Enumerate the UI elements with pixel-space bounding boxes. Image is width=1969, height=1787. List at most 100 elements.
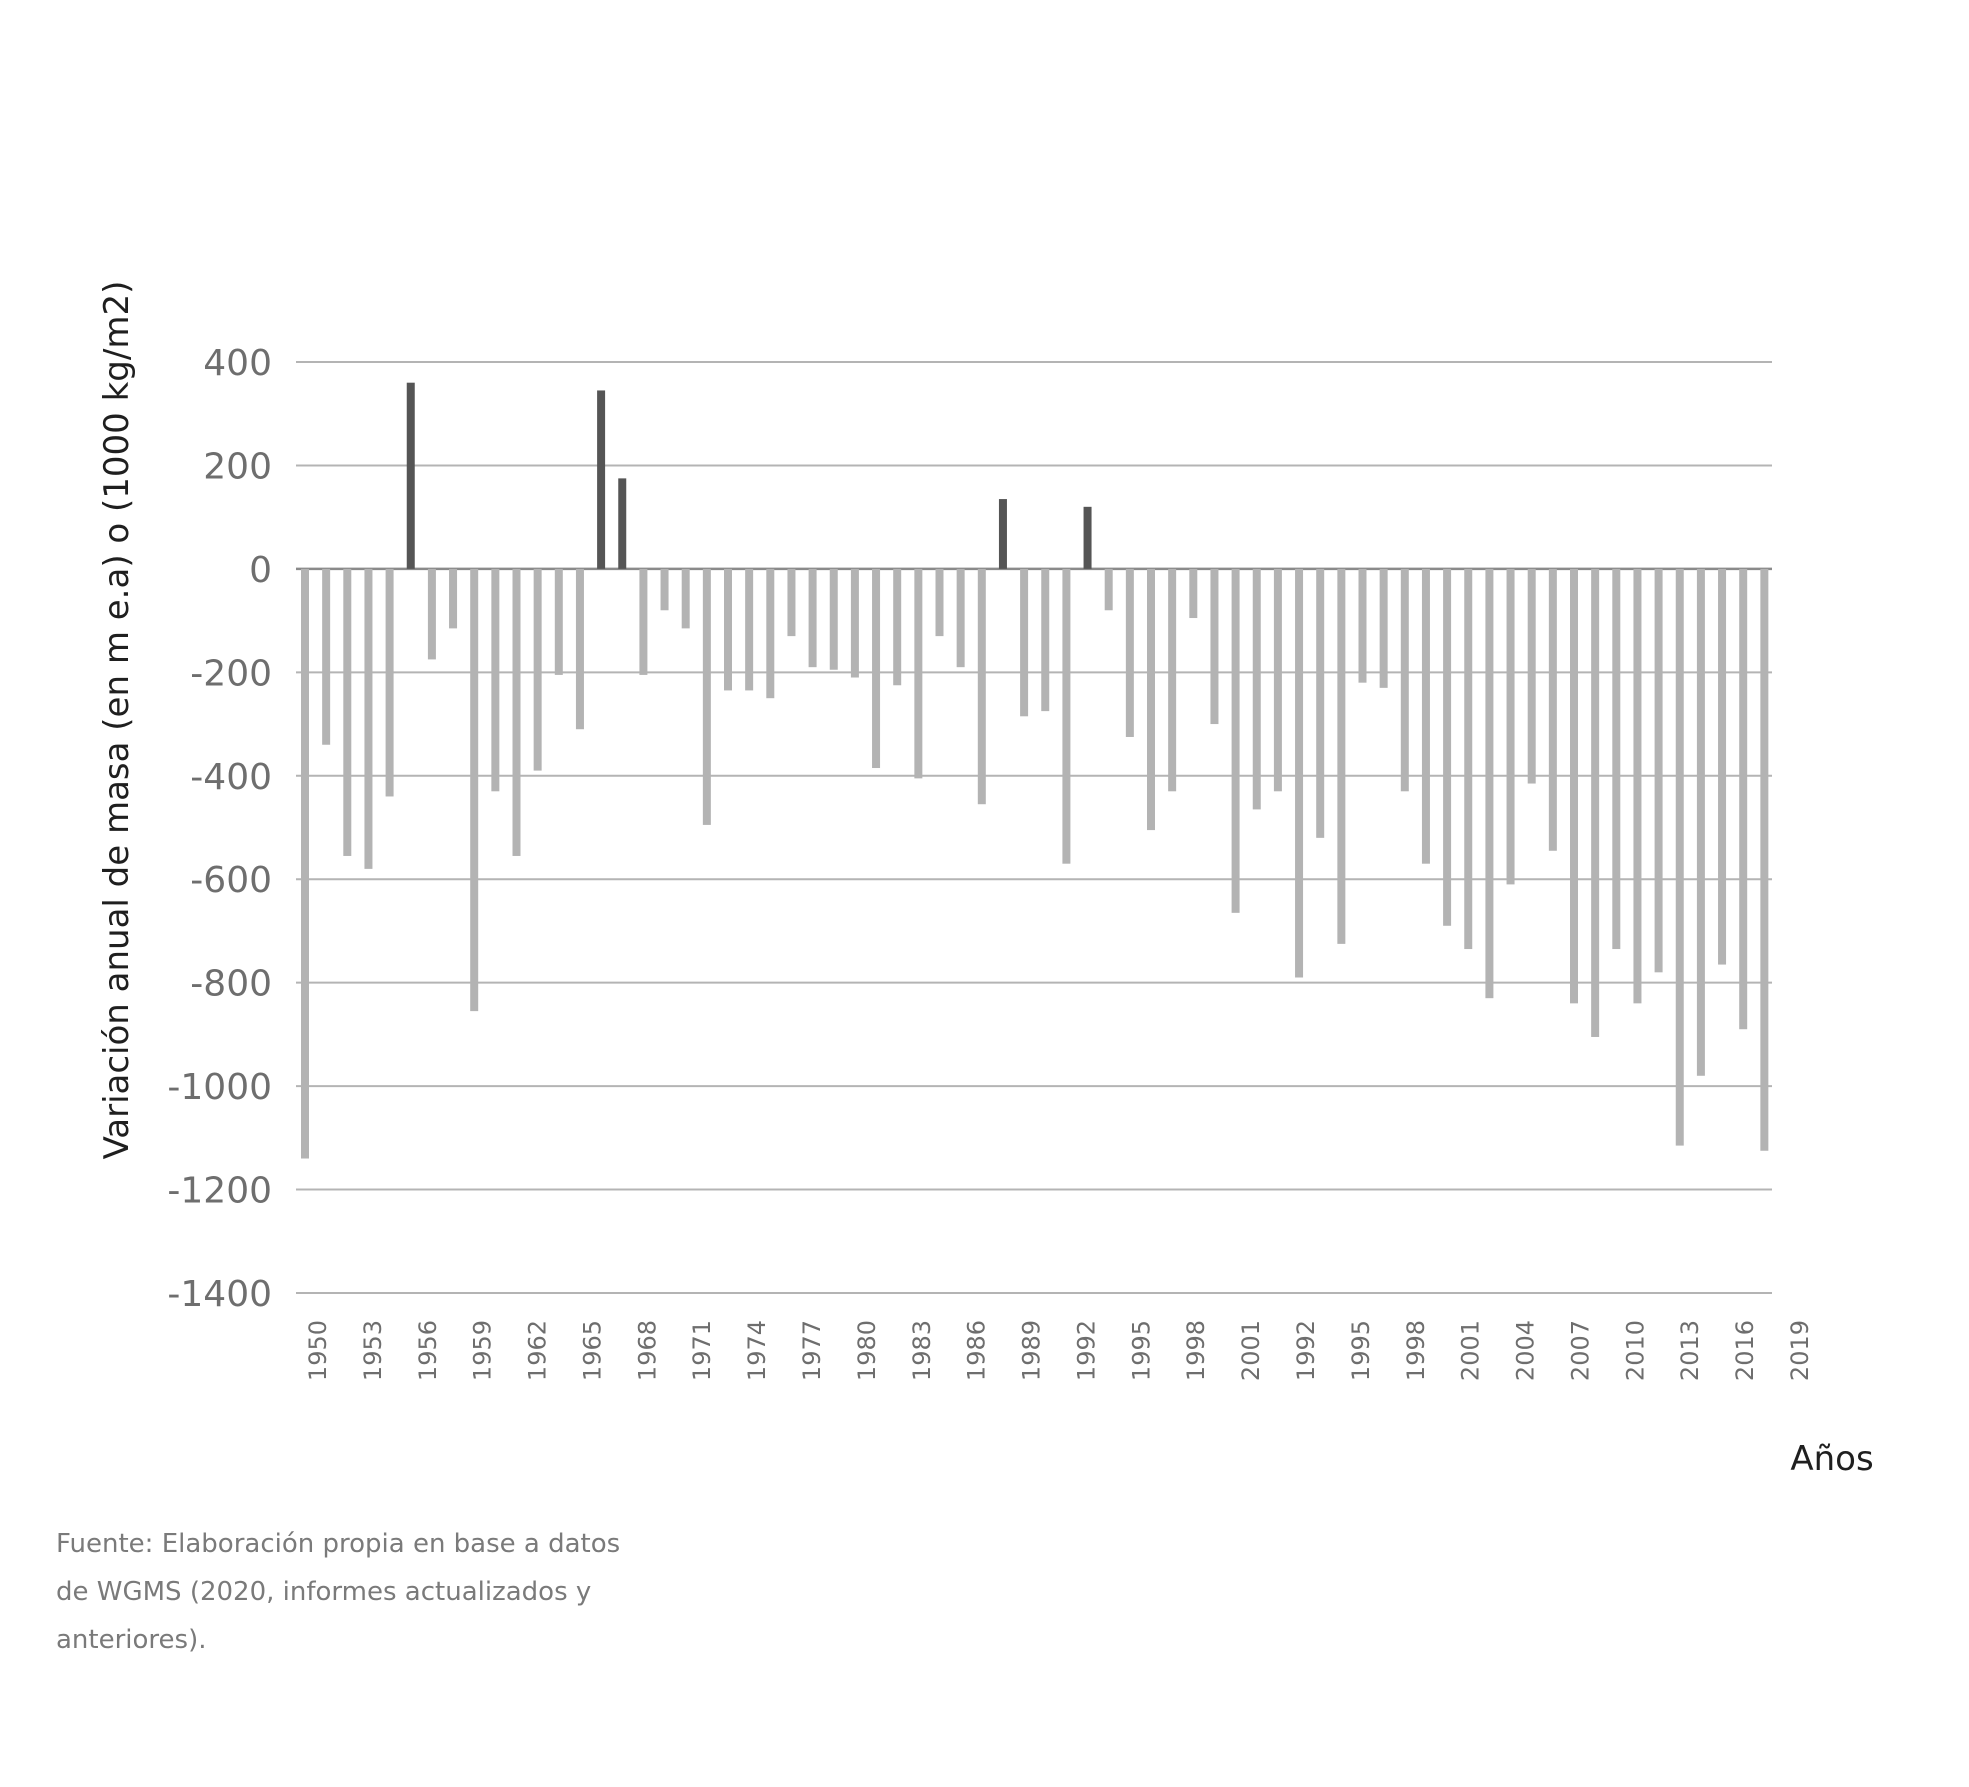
bars: [301, 382, 1769, 1159]
bar: [872, 568, 881, 769]
bar: [956, 568, 965, 668]
bar: [1062, 568, 1071, 864]
y-tick-labels: 400 200 0 -200 -400 -600 -800 -1000 -1200 -1400: [167, 343, 272, 1315]
bar: [1421, 568, 1430, 864]
bar: [1189, 568, 1198, 619]
bar: [1443, 568, 1452, 926]
bar: [1041, 568, 1050, 712]
bar: [533, 568, 542, 771]
bar: [1654, 568, 1663, 973]
bar: [1760, 568, 1769, 1151]
bar: [554, 568, 563, 675]
bar: [406, 382, 415, 569]
bar: [575, 568, 584, 730]
x-tick-label: 1962: [524, 1320, 552, 1381]
bar: [1464, 568, 1473, 950]
bar: [1210, 568, 1219, 725]
bar: [1273, 568, 1282, 792]
bar: [1527, 568, 1536, 784]
bar: [301, 568, 309, 1159]
source-note: Fuente: Elaboración propia en base a dat…: [56, 1520, 656, 1664]
y-tick-label: 0: [249, 550, 272, 591]
y-tick-label: -1200: [167, 1171, 272, 1212]
bar: [1739, 568, 1748, 1030]
bar: [1591, 568, 1600, 1037]
bar: [1570, 568, 1578, 1004]
bar: [808, 568, 817, 668]
x-tick-label: 2001: [1237, 1320, 1265, 1381]
bar: [914, 568, 923, 779]
bar: [1612, 568, 1621, 950]
bar: [343, 568, 352, 856]
x-tick-label: 1950: [304, 1320, 332, 1381]
bar: [1358, 568, 1367, 683]
bar: [639, 568, 648, 675]
bar: [1718, 568, 1727, 965]
bar: [1316, 568, 1325, 838]
bar: [1252, 568, 1261, 810]
x-tick-label: 1974: [743, 1320, 771, 1381]
x-tick-label: 1992: [1292, 1320, 1320, 1381]
bar: [1083, 506, 1092, 569]
y-tick-label: 200: [203, 446, 272, 487]
bar: [470, 568, 479, 1012]
x-tick-labels: 1950 1953 1956 1959 1962 1965 1968 1971 1974 1977…: [304, 1320, 1814, 1381]
bar: [787, 568, 796, 637]
x-tick-label: 1953: [359, 1320, 387, 1381]
y-axis-label: Variación anual de masa (en m e.a) o (10…: [97, 281, 137, 1160]
bar: [597, 390, 606, 569]
bar: [893, 568, 902, 686]
y-tick-label: -1400: [167, 1274, 272, 1315]
bar: [618, 478, 627, 569]
bar: [1104, 568, 1113, 611]
bar: [850, 568, 859, 678]
x-tick-label: 2016: [1731, 1320, 1759, 1381]
x-tick-label: 1995: [1127, 1320, 1155, 1381]
x-tick-label: 2001: [1457, 1320, 1485, 1381]
x-axis-label: Años: [1790, 1439, 1873, 1479]
y-tick-label: -1000: [167, 1067, 272, 1108]
bar: [385, 568, 394, 797]
y-tick-label: -800: [190, 964, 272, 1005]
bar: [1020, 568, 1029, 717]
bar: [1696, 568, 1705, 1076]
source-line: Fuente: Elaboración propia en base a dat…: [56, 1529, 621, 1559]
bar: [702, 568, 711, 825]
bar: [1337, 568, 1346, 944]
x-tick-label: 1959: [469, 1320, 497, 1381]
x-tick-label: 2013: [1676, 1320, 1704, 1381]
grid-lines: [296, 361, 1772, 1294]
x-tick-label: 1995: [1347, 1320, 1375, 1381]
x-tick-label: 1971: [688, 1320, 716, 1381]
x-tick-label: 1998: [1182, 1320, 1210, 1381]
bar: [724, 568, 732, 691]
x-tick-label: 2019: [1786, 1320, 1814, 1381]
x-tick-label: 1992: [1072, 1320, 1100, 1381]
x-tick-label: 1986: [963, 1320, 991, 1381]
y-tick-label: -400: [190, 757, 272, 798]
bar: [1231, 568, 1240, 913]
x-tick-label: 1968: [633, 1320, 661, 1381]
bar: [1125, 568, 1134, 737]
x-tick-label: 1956: [414, 1320, 442, 1381]
bar: [829, 568, 838, 670]
bar: [1295, 568, 1304, 978]
bar: [1379, 568, 1388, 688]
bar: [681, 568, 690, 629]
bar: [766, 568, 775, 699]
bar: [491, 568, 500, 792]
bar: [1168, 568, 1177, 792]
bar: [998, 499, 1007, 569]
y-tick-label: -200: [190, 653, 272, 694]
x-tick-label: 1998: [1402, 1320, 1430, 1381]
bar: [660, 568, 669, 611]
x-tick-label: 1983: [908, 1320, 936, 1381]
bar: [977, 568, 986, 805]
source-line: de WGMS (2020, informes actualizados y: [56, 1577, 592, 1607]
y-tick-label: -600: [190, 860, 272, 901]
x-tick-label: 2007: [1566, 1320, 1594, 1381]
bar: [427, 568, 436, 660]
y-tick-label: 400: [203, 343, 272, 384]
x-tick-label: 1965: [578, 1320, 606, 1381]
